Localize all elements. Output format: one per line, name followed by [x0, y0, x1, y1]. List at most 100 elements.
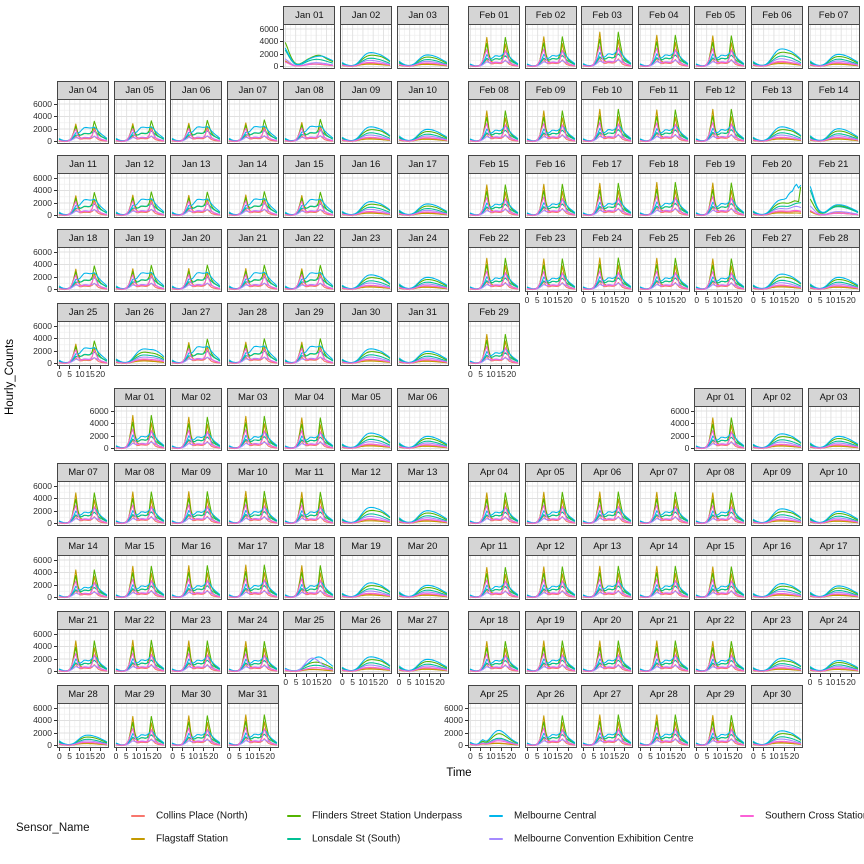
- facet-cell: Mar 15: [113, 537, 166, 600]
- x-tick-label: 20: [789, 295, 800, 305]
- x-tick-mark: [840, 674, 842, 677]
- series-line-melb_central: [752, 273, 802, 289]
- x-tick-mark: [192, 748, 194, 751]
- series-line-melb_central: [58, 734, 108, 746]
- facet-cell: Mar 12: [340, 463, 392, 526]
- x-tick-mark: [809, 292, 811, 295]
- x-tick-label: 10: [769, 295, 779, 305]
- x-tick-label: 20: [676, 751, 686, 761]
- series-line-flinders: [809, 198, 858, 214]
- facet-panel: [226, 173, 279, 218]
- y-tick-label: 6000: [33, 320, 52, 331]
- facet-panel: [807, 24, 860, 69]
- x-tick-label: 0: [226, 751, 232, 761]
- facet-strip: Mar 29: [113, 685, 166, 704]
- series-line-southern_cross: [58, 128, 108, 142]
- series-line-southern_cross: [285, 347, 334, 364]
- facet-panel: [226, 703, 279, 748]
- series-line-melb_central: [809, 53, 858, 66]
- x-tick-label: 0: [340, 677, 345, 687]
- series-line-southern_cross: [639, 47, 688, 67]
- facet-strip: Feb 22: [468, 229, 520, 248]
- y-tick-mark: [280, 28, 284, 30]
- facet-panel: [226, 247, 279, 292]
- series-line-southern_cross: [526, 578, 575, 598]
- facet-cell: Feb 28: [807, 229, 860, 292]
- x-tick-label: 15: [553, 295, 563, 305]
- facet-strip: Mar 28: [57, 685, 109, 704]
- facet-strip: Mar 07: [57, 463, 109, 482]
- legend-sensor-label: Southern Cross Station: [765, 810, 864, 822]
- facet-cell: Jan 16: [340, 155, 392, 218]
- legend-key-line: [131, 838, 145, 840]
- series-line-southern_cross: [696, 653, 745, 672]
- series-line-southern_cross: [526, 196, 575, 216]
- series-line-melb_central: [341, 432, 391, 448]
- facet-strip: Mar 23: [170, 611, 223, 630]
- y-tick-mark: [54, 633, 57, 635]
- x-tick-label: 10: [712, 751, 723, 761]
- facet-strip: Apr 04: [468, 463, 520, 482]
- x-tick-label: 15: [779, 751, 789, 761]
- series-line-southern_cross: [469, 504, 519, 524]
- y-tick-label: 6000: [33, 172, 52, 183]
- series-line-southern_cross: [639, 122, 688, 142]
- y-tick-label: 0: [103, 443, 109, 453]
- facet-panel: [170, 173, 223, 218]
- legend-sensor-label: Melbourne Central: [514, 810, 597, 822]
- facet-panel: [581, 555, 634, 600]
- facet-panel: [581, 247, 634, 292]
- facet-cell: Apr 24: [807, 611, 860, 674]
- facet-cell: Jan 08: [283, 81, 336, 144]
- series-line-melb_central: [752, 126, 802, 142]
- facet-cell: Jan 27: [170, 303, 223, 366]
- x-tick-mark: [295, 674, 297, 677]
- x-tick-label: 0: [581, 295, 586, 305]
- facet-cell: Feb 18: [637, 155, 690, 218]
- facet-panel: [113, 173, 166, 218]
- legend-key-line: [489, 815, 503, 817]
- facet-cell: Mar 11: [283, 463, 336, 526]
- facet-strip: Feb 13: [751, 81, 803, 100]
- y-tick-mark: [54, 597, 57, 598]
- facet-strip: Mar 09: [170, 463, 223, 482]
- y-tick-mark: [54, 671, 57, 672]
- series-line-melb_central: [398, 584, 447, 597]
- facet-panel: [807, 481, 860, 526]
- facet-panel: [113, 406, 166, 451]
- facet-strip: Jan 29: [283, 303, 336, 322]
- series-line-melb_central: [285, 345, 334, 363]
- x-tick-label: 15: [255, 751, 265, 761]
- series-line-southern_cross: [809, 285, 858, 290]
- series-line-melb_central: [752, 508, 802, 524]
- facet-strip: Apr 26: [524, 685, 577, 704]
- facet-panel: [637, 99, 690, 144]
- series-line-southern_cross: [809, 62, 858, 67]
- x-tick-mark: [480, 366, 482, 369]
- facet-cell: Feb 23: [524, 229, 577, 292]
- facet-panel: [283, 406, 336, 451]
- series-line-melb_central: [341, 201, 391, 216]
- y-tick-label: 6000: [444, 702, 463, 713]
- facet-panel: [524, 173, 577, 218]
- x-tick-label: 20: [95, 751, 106, 761]
- x-tick-mark: [547, 748, 549, 751]
- facet-cell: Mar 21: [57, 611, 109, 674]
- x-tick-label: 15: [779, 295, 789, 305]
- facet-panel: [283, 481, 336, 526]
- series-line-melb_central: [469, 729, 519, 745]
- series-line-melb_central: [809, 510, 858, 523]
- series-line-southern_cross: [285, 61, 334, 67]
- x-tick-label: 10: [655, 295, 666, 305]
- x-tick-label: 0: [57, 751, 62, 761]
- y-axis-title: Hourly_Counts: [4, 338, 16, 416]
- facet-strip: Jan 08: [283, 81, 336, 100]
- facet-strip: Feb 29: [468, 303, 520, 322]
- x-tick-mark: [773, 292, 775, 295]
- series-line-melb_central: [398, 54, 447, 66]
- facet-panel: [637, 173, 690, 218]
- facet-strip: Feb 20: [751, 155, 803, 174]
- y-tick-label: 4000: [33, 641, 52, 651]
- series-line-southern_cross: [583, 121, 632, 142]
- series-line-southern_cross: [398, 211, 447, 216]
